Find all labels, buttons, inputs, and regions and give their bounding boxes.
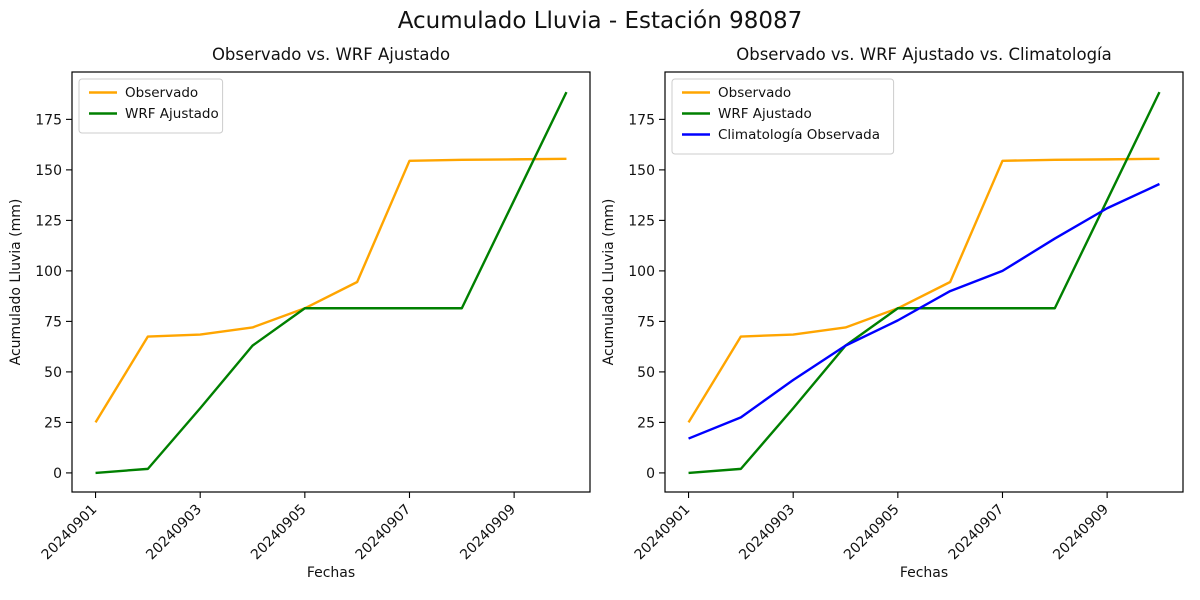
legend-label: Observado	[718, 85, 791, 101]
x-axis-tick-label: 20240905	[248, 502, 310, 564]
plot-area	[71, 71, 591, 493]
left-chart: 0 25 50 75 100 125 150 175 20240901 20240903 20240…	[8, 45, 591, 581]
x-axis-tick-label: 20240909	[457, 502, 519, 564]
y-axis-tick-label: 100	[628, 264, 655, 280]
y-axis-tick-label: 175	[35, 112, 62, 128]
x-axis-label: Fechas	[900, 565, 948, 581]
legend-box	[671, 78, 895, 155]
y-axis-tick-label: 0	[53, 466, 62, 482]
y-axis-tick-label: 75	[637, 314, 655, 330]
x-axis-tick-label: 20240903	[143, 502, 205, 564]
charts-row: 0 25 50 75 100 125 150 175 20240901 20240903 20240…	[0, 40, 1200, 600]
chart-title: Observado vs. WRF Ajustado	[212, 45, 450, 64]
legend-label: WRF Ajustado	[125, 106, 219, 122]
x-axis-tick-label: 20240901	[39, 502, 101, 564]
y-axis-tick-label: 0	[646, 466, 655, 482]
y-axis-tick-label: 100	[35, 264, 62, 280]
series-line-wrf-ajustado	[95, 91, 568, 475]
y-axis-tick-label: 150	[35, 163, 62, 179]
series-line-climatolog-a-observada	[688, 182, 1160, 440]
plot-area	[664, 71, 1184, 493]
y-axis-tick-label: 125	[35, 213, 62, 229]
y-axis-tick-label: 175	[628, 112, 655, 128]
y-axis-label: Acumulado Lluvia (mm)	[8, 199, 24, 366]
y-axis-tick-label: 150	[628, 163, 655, 179]
series-line-wrf-ajustado	[688, 91, 1161, 475]
legend-item-observado: Observado	[89, 85, 198, 101]
series-line-observado	[687, 157, 1160, 424]
figure-title: Acumulado Lluvia - Estación 98087	[397, 8, 803, 34]
legend: Observado WRF Ajustado Climatología Observ…	[671, 78, 895, 155]
x-axis-tick-label: 20240907	[353, 502, 415, 564]
y-axis-tick-label: 50	[637, 365, 655, 381]
legend-item-observado: Observado	[682, 85, 791, 101]
legend: Observado WRF Ajustado	[78, 78, 224, 134]
x-axis-label: Fechas	[307, 565, 355, 581]
x-axis-tick-label: 20240909	[1050, 502, 1112, 564]
legend-label: WRF Ajustado	[718, 106, 812, 122]
legend-label: Observado	[125, 85, 198, 101]
y-axis-tick-label: 25	[637, 415, 655, 431]
x-axis-tick-label: 20240905	[841, 502, 903, 564]
y-axis-tick-label: 125	[628, 213, 655, 229]
x-axis-tick-label: 20240901	[632, 502, 694, 564]
y-axis-tick-label: 25	[44, 415, 62, 431]
y-axis-label: Acumulado Lluvia (mm)	[601, 199, 617, 366]
y-axis-tick-label: 75	[44, 314, 62, 330]
legend-label: Climatología Observada	[718, 127, 880, 143]
legend-item-wrf-ajustado: WRF Ajustado	[89, 106, 219, 122]
legend-item-wrf-ajustado: WRF Ajustado	[682, 106, 812, 122]
right-chart: 0 25 50 75 100 125 150 175 20240901 20240903 20240…	[601, 45, 1184, 581]
legend-item-climatolog-a-observada: Climatología Observada	[682, 127, 880, 143]
series-line-observado	[94, 157, 567, 424]
chart-title: Observado vs. WRF Ajustado vs. Climatolo…	[736, 45, 1112, 64]
y-axis-tick-label: 50	[44, 365, 62, 381]
x-axis-tick-label: 20240907	[946, 502, 1008, 564]
x-axis-tick-label: 20240903	[736, 502, 798, 564]
